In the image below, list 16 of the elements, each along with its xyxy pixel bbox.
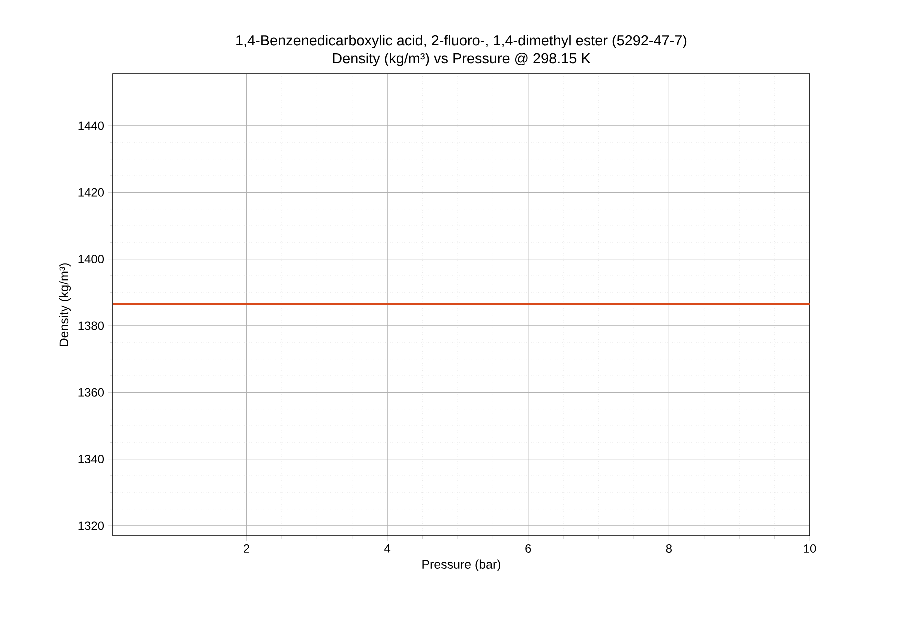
- x-tick-label: 4: [384, 544, 391, 553]
- y-tick-label: 1340: [78, 455, 104, 464]
- x-tick-label: 8: [666, 544, 672, 553]
- y-axis-title: Density (kg/m³): [59, 264, 72, 346]
- x-tick-label: 2: [244, 544, 250, 553]
- x-axis-title: Pressure (bar): [422, 560, 501, 572]
- y-tick-label: 1420: [78, 188, 104, 197]
- x-tick-label: 6: [526, 544, 532, 553]
- y-tick-label: 1360: [78, 388, 104, 397]
- y-tick-label: 1440: [78, 122, 104, 130]
- x-tick-label: 10: [804, 544, 816, 553]
- y-tick-label: 1400: [78, 255, 104, 264]
- chart-title: 1,4-Benzenedicarboxylic acid, 2-fluoro-, 1,4-dimethyl ester (5292-47-7): [236, 35, 687, 49]
- y-tick-label: 1320: [78, 522, 104, 530]
- y-tick-label: 1380: [78, 322, 104, 330]
- chart-subtitle: Density (kg/m³) vs Pressure @ 298.15 K: [333, 53, 591, 66]
